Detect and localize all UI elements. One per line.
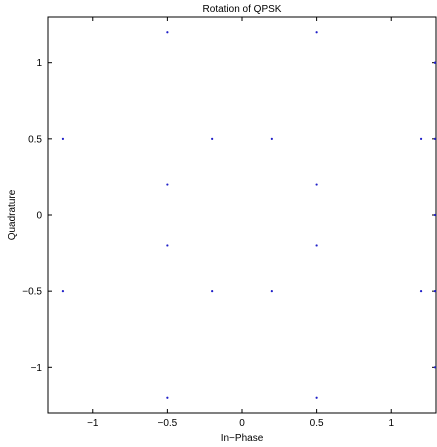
data-point (166, 183, 169, 186)
data-point (433, 290, 437, 293)
data-point (419, 137, 423, 140)
data-point (166, 31, 169, 34)
data-point (315, 244, 318, 247)
x-tick-label: −1 (87, 418, 99, 429)
data-point (315, 396, 318, 399)
data-point (61, 137, 65, 140)
x-tick-label: 0 (239, 418, 245, 429)
data-point (433, 213, 437, 217)
data-point (166, 244, 169, 247)
data-point (433, 366, 437, 369)
y-axis-label: Quadrature (7, 189, 18, 240)
data-point (61, 290, 65, 293)
y-tick-label: 0.5 (28, 134, 42, 145)
data-point (433, 61, 437, 64)
chart-title: Rotation of QPSK (203, 4, 282, 15)
y-tick-label: 1 (36, 58, 42, 69)
y-tick-label: 0 (36, 211, 42, 222)
data-points (61, 31, 437, 399)
x-axis-label: In−Phase (221, 433, 264, 444)
data-point (166, 396, 169, 399)
data-point (419, 290, 423, 293)
x-tick-label: 0.5 (310, 418, 324, 429)
x-tick-label: −0.5 (158, 418, 178, 429)
data-point (211, 137, 214, 140)
data-point (433, 137, 437, 140)
y-tick-label: −0.5 (22, 287, 42, 298)
axis-ticks: −1 −0.5 0 0.5 1 −1 −0.5 0 0.5 1 (22, 17, 436, 429)
x-tick-label: 1 (388, 418, 394, 429)
data-point (315, 31, 318, 34)
axes-box (47, 16, 437, 414)
data-point (315, 183, 318, 186)
data-point (270, 290, 273, 293)
data-point (270, 137, 273, 140)
data-point (211, 290, 214, 293)
y-tick-label: −1 (31, 363, 43, 374)
